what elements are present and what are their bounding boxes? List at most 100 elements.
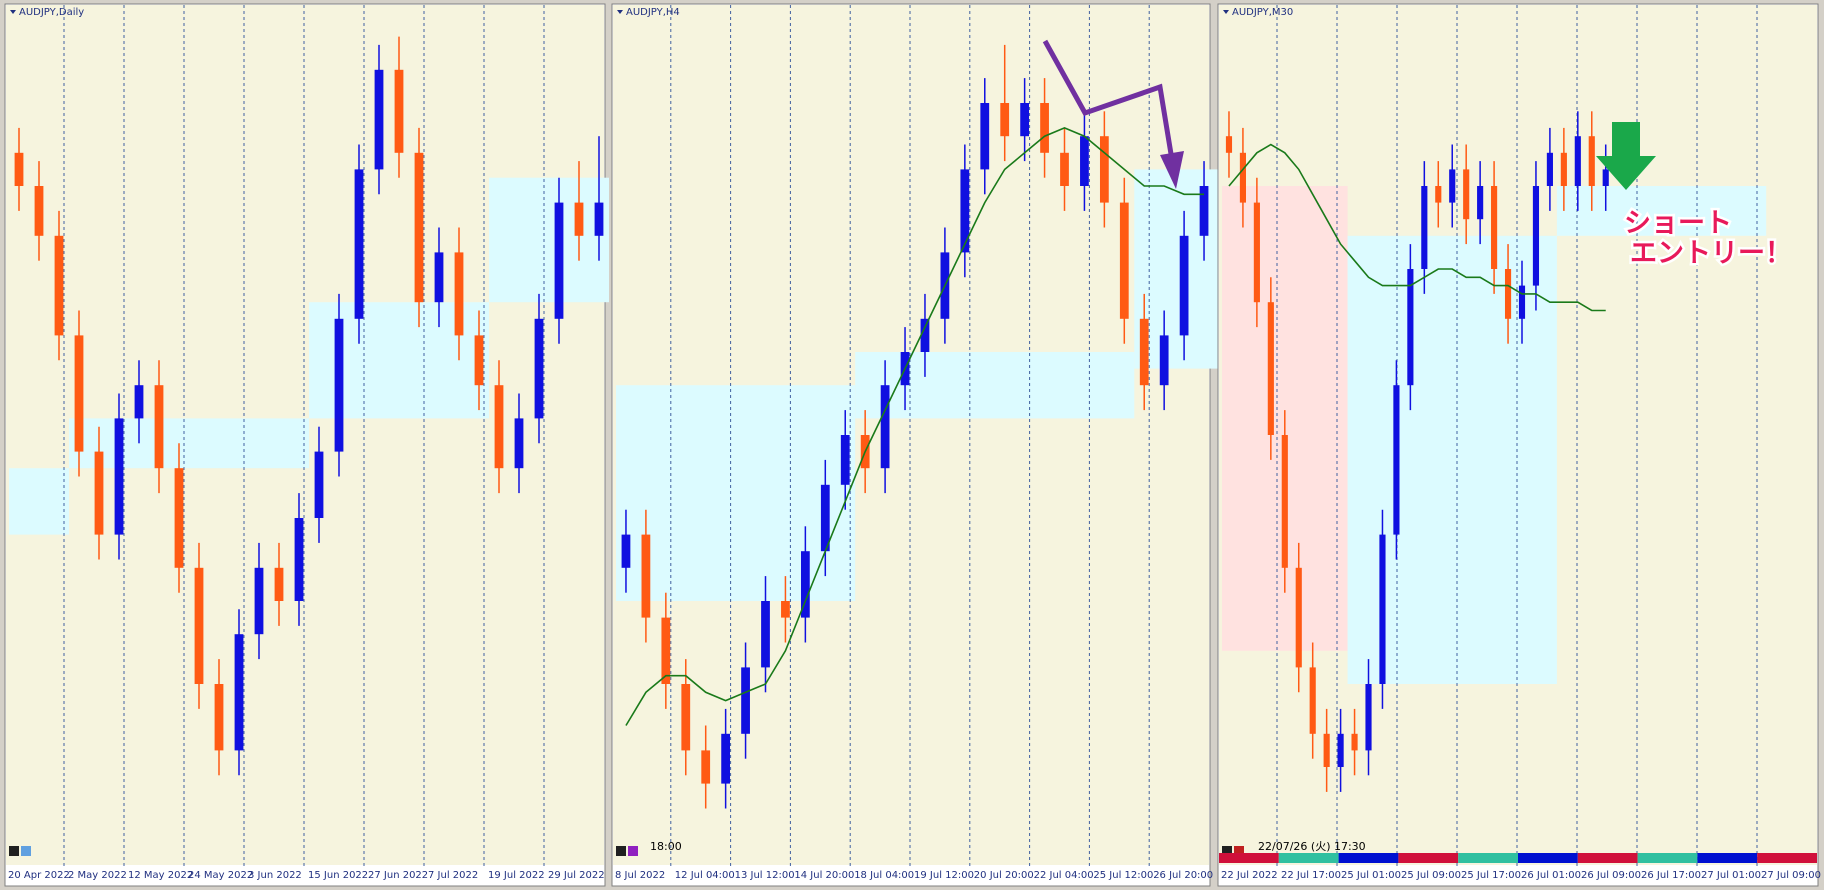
candle-body: [1000, 103, 1010, 137]
trend-arrow: [1042, 39, 1175, 161]
candle-body: [1463, 169, 1470, 220]
x-tick-label: 25 Jul 01:00: [1341, 870, 1401, 881]
x-tick-label: 14 Jul 20:00: [794, 870, 854, 881]
candle-body: [554, 202, 564, 319]
candle-body: [1060, 152, 1069, 186]
session-strip: [1338, 853, 1399, 863]
chart-icon: [21, 846, 31, 856]
candle-body: [314, 451, 324, 518]
candle-body: [214, 684, 224, 751]
session-strip: [1518, 853, 1578, 863]
x-tick-label: 22 Jul 04:00: [1034, 870, 1094, 881]
zone-box: [9, 468, 69, 535]
candle-body: [1267, 302, 1274, 435]
candle-body: [1119, 202, 1129, 319]
candle-body: [1407, 269, 1414, 386]
candle-body: [114, 418, 124, 535]
candle-body: [1365, 684, 1372, 751]
candle-body: [761, 601, 770, 668]
candle-body: [94, 451, 104, 535]
candle-body: [1099, 136, 1109, 203]
candle-body: [534, 318, 544, 419]
zone-box: [489, 177, 609, 303]
candle-body: [960, 169, 970, 253]
candle-body: [1309, 667, 1316, 734]
session-strip: [1219, 853, 1279, 863]
candle-body: [1588, 136, 1595, 186]
candle-body: [1602, 169, 1609, 186]
candle-body: [434, 252, 444, 303]
candle-body: [294, 518, 304, 601]
session-strip: [1458, 853, 1518, 863]
x-tick-label: 29 Jul 2022: [548, 870, 605, 881]
candle-body: [1040, 103, 1049, 153]
candle-body: [1179, 235, 1189, 336]
candle-body: [741, 667, 750, 734]
candle-body: [174, 468, 184, 568]
zone-box: [616, 385, 856, 601]
candle-body: [134, 385, 144, 419]
candle-body: [494, 385, 504, 469]
candle-body: [980, 103, 990, 170]
candle-body: [1351, 733, 1358, 751]
chart-icon: [616, 846, 626, 856]
candle-body: [574, 202, 584, 236]
candle-body: [1159, 335, 1169, 386]
session-strip: [1637, 853, 1698, 863]
x-tick-label: 25 Jul 17:00: [1461, 870, 1521, 881]
x-tick-label: 12 Jul 04:00: [675, 870, 735, 881]
candle-body: [781, 601, 790, 618]
candle-body: [1574, 136, 1581, 186]
candle-body: [1532, 186, 1540, 286]
candle-body: [820, 484, 830, 552]
candle-body: [1295, 567, 1302, 668]
down-arrow: [1596, 122, 1656, 190]
time-label: 18:00: [650, 840, 682, 853]
session-strip: [1697, 853, 1758, 863]
candle-body: [1379, 534, 1386, 684]
session-strip: [1757, 853, 1817, 863]
x-tick-label: 18 Jul 04:00: [854, 870, 914, 881]
candle-body: [74, 335, 84, 452]
x-tick-label: 26 Jul 20:00: [1153, 870, 1213, 881]
candle-body: [1080, 136, 1089, 186]
x-tick-label: 26 Jul 09:00: [1581, 870, 1641, 881]
candle-body: [454, 252, 464, 336]
candle-body: [621, 534, 631, 568]
candle-body: [1393, 385, 1400, 535]
entry-annotation: ショート: [1624, 208, 1732, 239]
session-strip: [1577, 853, 1638, 863]
x-tick-label: 25 Jul 12:00: [1093, 870, 1153, 881]
candle-body: [1337, 733, 1344, 767]
x-tick-label: 12 May 2022: [128, 870, 193, 881]
candle-body: [1020, 103, 1030, 137]
candle-body: [1449, 169, 1456, 203]
candle-body: [1546, 152, 1553, 186]
x-tick-label: 20 Jul 20:00: [974, 870, 1034, 881]
x-tick-label: 25 Jul 09:00: [1401, 870, 1461, 881]
moving-average: [625, 127, 1205, 726]
x-tick-label: 7 Jul 2022: [428, 870, 478, 881]
candle-body: [840, 435, 850, 485]
candle-body: [354, 169, 364, 319]
candle-body: [1253, 202, 1260, 303]
candle-body: [254, 567, 264, 635]
candle-body: [920, 318, 930, 352]
candle-body: [1421, 186, 1428, 269]
candle-body: [701, 750, 711, 784]
x-tick-label: 19 Jul 12:00: [914, 870, 974, 881]
candle-body: [1560, 152, 1567, 186]
candle-body: [1477, 186, 1484, 220]
candle-body: [234, 634, 244, 751]
candle-body: [1281, 435, 1288, 568]
x-tick-label: 15 Jun 2022: [308, 870, 368, 881]
x-tick-label: 27 Jul 01:00: [1701, 870, 1761, 881]
candle-body: [374, 69, 384, 170]
x-tick-label: 2 May 2022: [68, 870, 127, 881]
candle-body: [414, 152, 424, 303]
candle-body: [1518, 285, 1526, 319]
chart-title: AUDJPY,M30: [1232, 7, 1293, 18]
x-tick-label: 26 Jul 17:00: [1641, 870, 1701, 881]
candle-body: [880, 385, 890, 469]
